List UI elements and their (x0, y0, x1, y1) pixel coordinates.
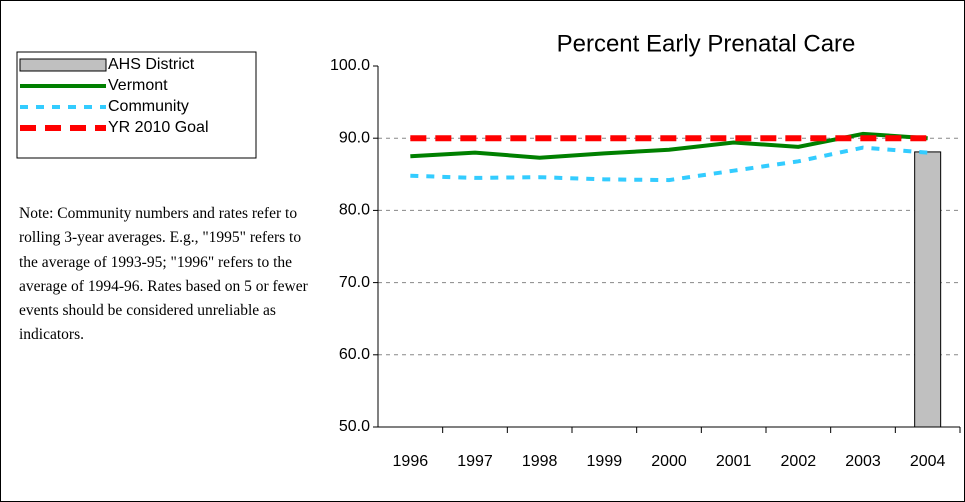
x-tick-label: 2001 (716, 453, 752, 470)
legend-label: Vermont (108, 77, 168, 94)
y-tick-label: 60.0 (339, 346, 370, 363)
y-tick-label: 80.0 (339, 202, 370, 219)
x-tick-label: 2004 (910, 453, 946, 470)
x-tick-label: 1999 (587, 453, 623, 470)
x-tick-label: 1996 (393, 453, 429, 470)
note: Note: Community numbers and rates refer … (19, 205, 308, 344)
y-tick-label: 70.0 (339, 274, 370, 291)
legend-swatch (19, 58, 107, 72)
x-tick-label: 2000 (651, 453, 687, 470)
x-tick-label: 1998 (522, 453, 558, 470)
y-tick-label: 90.0 (339, 129, 370, 146)
x-tick-label: 1997 (457, 453, 493, 470)
legend-label: YR 2010 Goal (108, 119, 209, 136)
line-series (410, 145, 928, 183)
y-tick-label: 100.0 (330, 57, 370, 74)
x-tick-label: 2002 (781, 453, 817, 470)
legend-label: AHS District (108, 56, 195, 73)
legend-label: Community (108, 98, 189, 115)
x-tick-label: 2003 (845, 453, 881, 470)
y-tick-label: 50.0 (339, 418, 370, 435)
bar (914, 151, 942, 428)
chart-title: Percent Early Prenatal Care (557, 30, 856, 57)
